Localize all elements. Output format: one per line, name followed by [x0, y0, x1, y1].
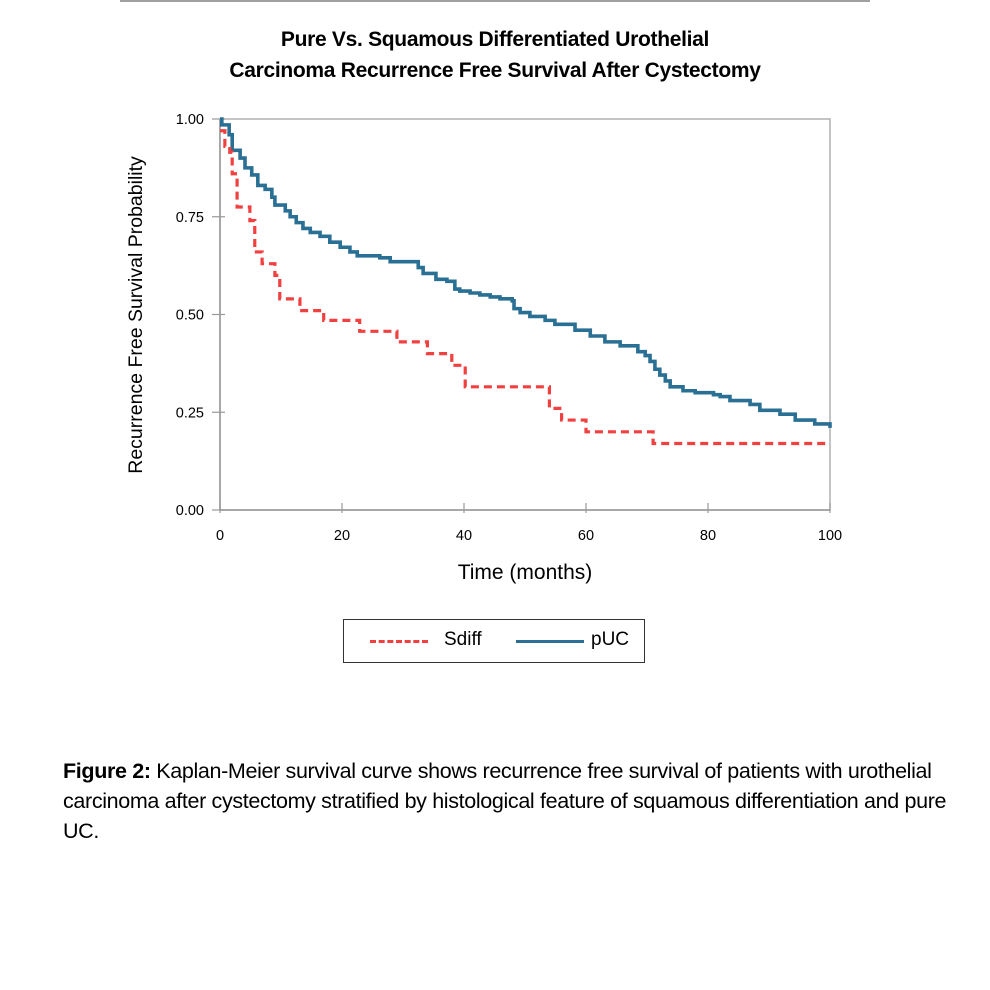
y-tick-label: 0.50 — [176, 308, 204, 324]
x-tick-label: 20 — [334, 528, 350, 544]
x-axis: 0 20 40 60 80 100 — [216, 503, 842, 544]
series-line-sdiff — [220, 129, 830, 446]
y-axis: 0.00 0.25 0.50 0.75 1.00 — [176, 112, 225, 519]
caption-text: Kaplan-Meier survival curve shows recurr… — [63, 759, 947, 843]
legend: Sdiff pUC — [343, 619, 645, 663]
top-rule — [120, 0, 870, 2]
y-tick-label: 0.25 — [176, 405, 204, 421]
chart-title-line-2: Carcinoma Recurrence Free Survival After… — [229, 59, 761, 82]
chart-title: Pure Vs. Squamous Differentiated Urothel… — [0, 24, 990, 86]
legend-label-puc: pUC — [591, 629, 630, 650]
x-tick-label: 0 — [216, 528, 224, 544]
chart-title-line-1: Pure Vs. Squamous Differentiated Urothel… — [280, 28, 710, 51]
y-tick-label: 0.00 — [176, 503, 204, 519]
km-plot: 0.00 0.25 0.50 0.75 1.00 0 20 40 60 80 100 Time (… — [125, 112, 842, 584]
caption-label: Figure 2: — [63, 759, 151, 783]
legend-label-sdiff: Sdiff — [444, 629, 482, 650]
series-line-puc — [220, 117, 832, 428]
plot-area — [219, 118, 831, 511]
figure-caption: Figure 2: Kaplan-Meier survival curve sh… — [63, 756, 963, 846]
x-tick-label: 80 — [700, 528, 716, 544]
y-axis-title: Recurrence Free Survival Probability — [125, 156, 147, 474]
legend-swatch-puc — [516, 640, 584, 643]
x-axis-title: Time (months) — [458, 561, 593, 584]
x-tick-label: 40 — [456, 528, 472, 544]
y-tick-label: 1.00 — [176, 112, 204, 128]
x-tick-label: 60 — [578, 528, 594, 544]
x-tick-label: 100 — [818, 528, 842, 544]
legend-swatch-sdiff — [370, 640, 428, 643]
series-layer — [220, 117, 832, 446]
y-tick-label: 0.75 — [176, 210, 204, 226]
